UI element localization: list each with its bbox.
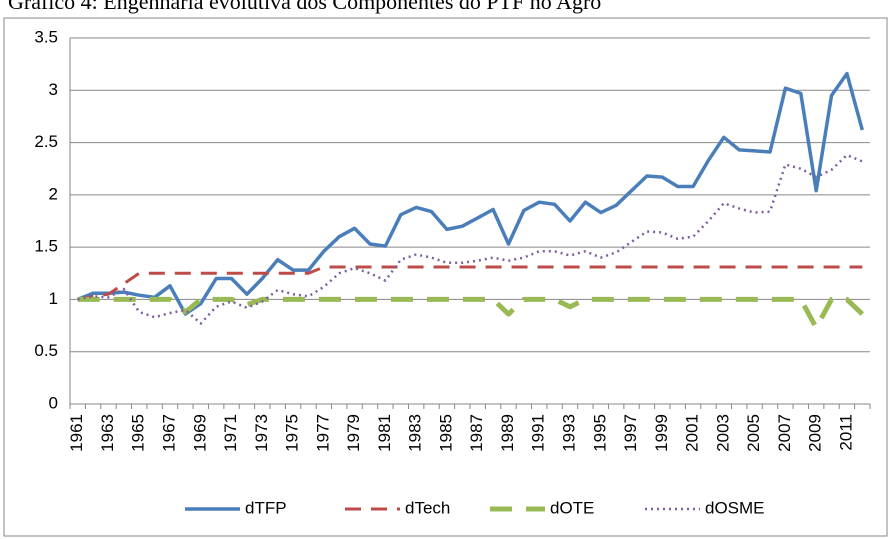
series-line xyxy=(77,296,865,331)
x-tick-label: 1965 xyxy=(129,414,148,452)
x-tick-label: 1985 xyxy=(436,414,455,452)
x-tick-label: 1975 xyxy=(283,414,302,452)
x-tick-label: 1967 xyxy=(159,414,178,452)
y-tick-label: 2 xyxy=(49,184,58,203)
y-tick-label: 0.5 xyxy=(34,341,58,360)
x-tick-label: 1969 xyxy=(190,414,209,452)
x-tick-label: 1987 xyxy=(467,414,486,452)
y-tick-label: 0 xyxy=(49,393,58,412)
legend-label: dOSME xyxy=(705,498,765,517)
y-tick-label: 3 xyxy=(49,80,58,99)
x-tick-label: 1981 xyxy=(375,414,394,452)
x-tick-label: 2009 xyxy=(806,414,825,452)
y-tick-label: 3.5 xyxy=(34,27,58,46)
x-tick-label: 1961 xyxy=(67,414,86,452)
x-tick-label: 1973 xyxy=(252,414,271,452)
y-tick-label: 2.5 xyxy=(34,132,58,151)
x-tick-label: 1991 xyxy=(529,414,548,452)
series-line xyxy=(77,153,863,325)
x-tick-label: 1963 xyxy=(98,414,117,452)
x-tick-label: 2011 xyxy=(836,414,855,451)
x-tick-label: 2001 xyxy=(683,414,702,452)
x-tick-label: 1977 xyxy=(313,414,332,452)
x-tick-label: 2007 xyxy=(775,414,794,452)
y-tick-label: 1.5 xyxy=(34,237,58,256)
series-line xyxy=(77,265,863,301)
x-tick-label: 2005 xyxy=(744,414,763,452)
x-tick-label: 2003 xyxy=(713,414,732,452)
series-line xyxy=(77,71,864,316)
legend-label: dTech xyxy=(405,498,450,517)
x-tick-label: 1979 xyxy=(344,414,363,452)
chart-border xyxy=(3,17,888,537)
y-tick-label: 1 xyxy=(49,289,58,308)
x-tick-label: 1999 xyxy=(652,414,671,452)
x-tick-label: 1997 xyxy=(621,414,640,452)
x-tick-label: 1995 xyxy=(590,414,609,452)
x-tick-label: 1993 xyxy=(559,414,578,452)
legend-label: dOTE xyxy=(550,498,594,517)
x-tick-label: 1971 xyxy=(221,414,240,452)
x-tick-label: 1989 xyxy=(498,414,517,452)
x-tick-label: 1983 xyxy=(406,414,425,452)
legend-label: dTFP xyxy=(245,498,287,517)
chart-title: Gráfico 4: Engenharia evolutiva dos Comp… xyxy=(8,0,601,14)
